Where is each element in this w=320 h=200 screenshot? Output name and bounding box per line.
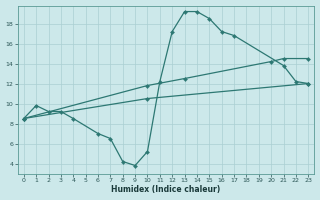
X-axis label: Humidex (Indice chaleur): Humidex (Indice chaleur) (111, 185, 221, 194)
